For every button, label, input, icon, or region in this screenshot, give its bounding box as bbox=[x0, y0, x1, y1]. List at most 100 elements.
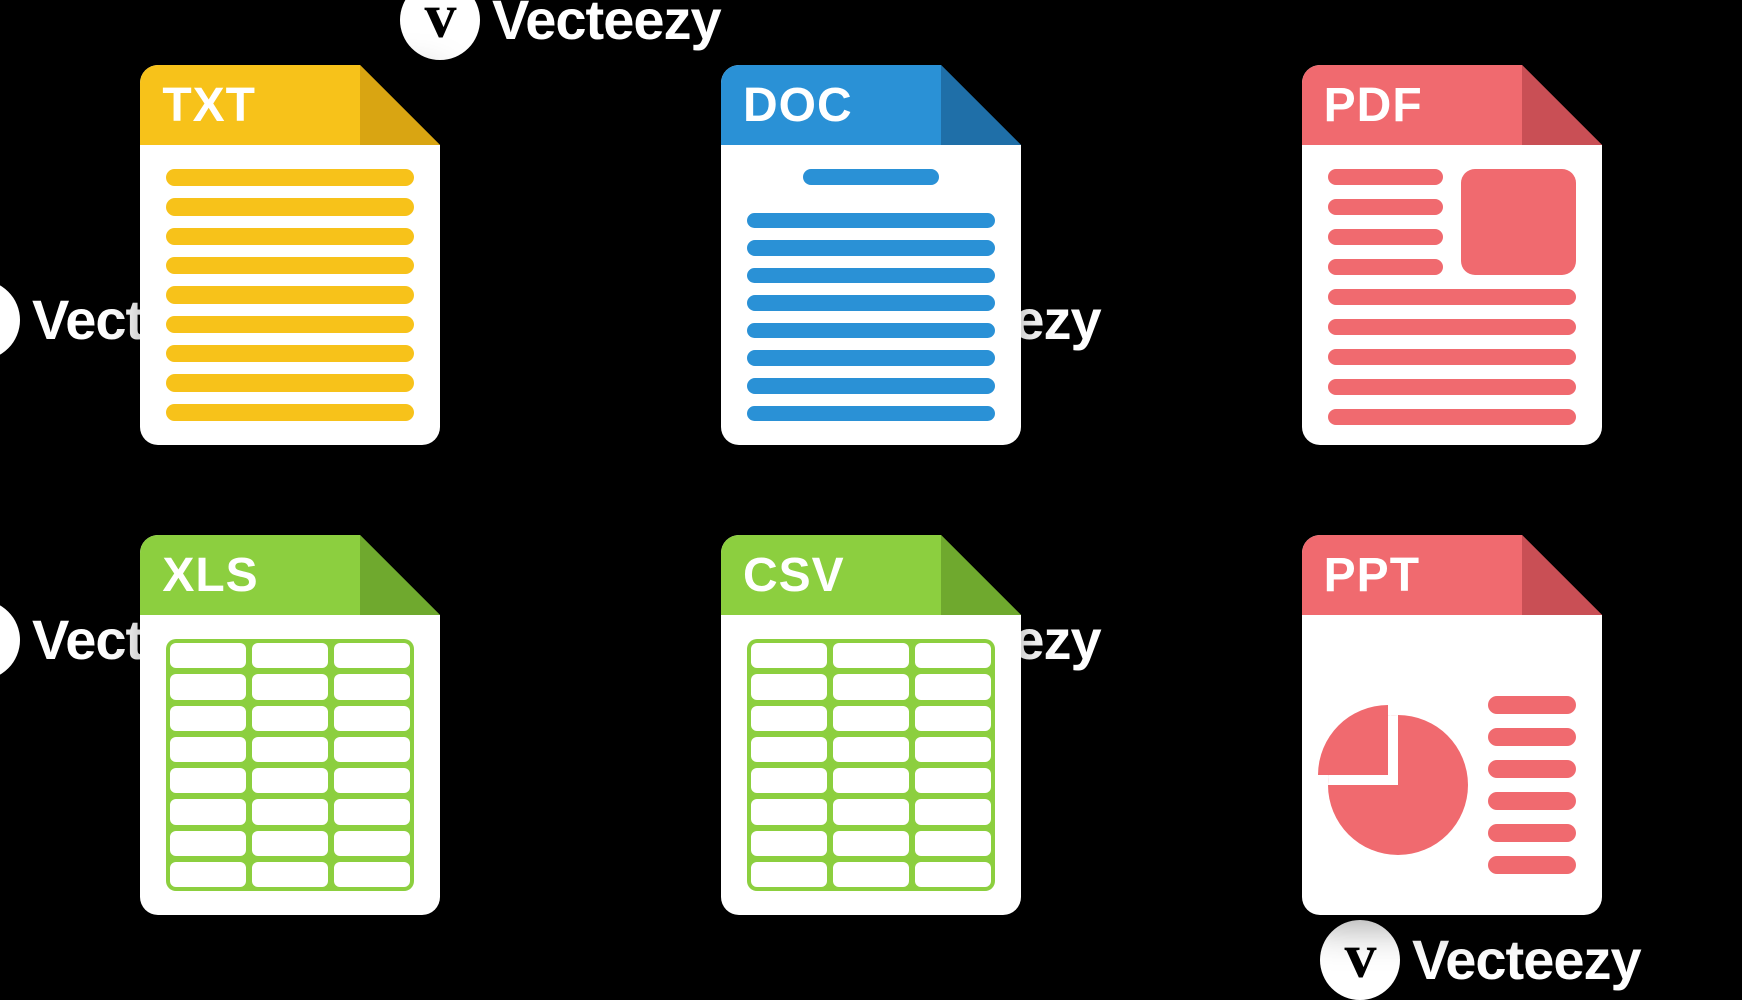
sheet-cell bbox=[170, 799, 246, 824]
text-line bbox=[1328, 259, 1443, 275]
text-line bbox=[747, 268, 995, 284]
text-line bbox=[1328, 379, 1576, 395]
sheet-cell bbox=[915, 831, 991, 856]
sheet-cell bbox=[751, 831, 827, 856]
bullet-line bbox=[1488, 696, 1576, 714]
text-line bbox=[166, 286, 414, 303]
file-content bbox=[140, 145, 440, 445]
text-line bbox=[1328, 289, 1576, 305]
sheet-cell bbox=[833, 768, 909, 793]
sheet-cell bbox=[170, 737, 246, 762]
bullet-line bbox=[1488, 792, 1576, 810]
text-line bbox=[166, 228, 414, 245]
xls-file-icon: XLS bbox=[140, 535, 440, 915]
sheet-cell bbox=[833, 737, 909, 762]
sheet-cell bbox=[833, 862, 909, 887]
bullet-line bbox=[1488, 824, 1576, 842]
file-type-label: CSV bbox=[743, 548, 845, 603]
sheet-cell bbox=[334, 768, 410, 793]
sheet-cell bbox=[751, 674, 827, 699]
file-content bbox=[1302, 145, 1602, 445]
text-line bbox=[747, 240, 995, 256]
sheet-cell bbox=[751, 737, 827, 762]
text-line bbox=[166, 374, 414, 391]
sheet-cell bbox=[751, 799, 827, 824]
sheet-cell bbox=[170, 831, 246, 856]
spreadsheet-grid bbox=[747, 639, 995, 891]
csv-file-icon: CSV bbox=[721, 535, 1021, 915]
folded-corner-icon bbox=[941, 65, 1021, 145]
sheet-cell bbox=[252, 799, 328, 824]
text-line bbox=[166, 169, 414, 186]
sheet-cell bbox=[252, 737, 328, 762]
sheet-cell bbox=[170, 643, 246, 668]
sheet-cell bbox=[252, 831, 328, 856]
folded-corner-icon bbox=[941, 535, 1021, 615]
sheet-cell bbox=[833, 799, 909, 824]
sheet-cell bbox=[170, 768, 246, 793]
sheet-cell bbox=[915, 768, 991, 793]
text-line bbox=[747, 378, 995, 394]
text-line bbox=[1328, 199, 1443, 215]
file-content bbox=[1302, 615, 1602, 915]
sheet-cell bbox=[334, 862, 410, 887]
file-type-label: PPT bbox=[1324, 548, 1420, 603]
text-line bbox=[747, 323, 995, 339]
file-content bbox=[140, 615, 440, 915]
sheet-cell bbox=[915, 799, 991, 824]
bullet-line bbox=[1488, 760, 1576, 778]
folded-corner-icon bbox=[1522, 535, 1602, 615]
text-line bbox=[1328, 229, 1443, 245]
spreadsheet-grid bbox=[166, 639, 414, 891]
sheet-cell bbox=[833, 643, 909, 668]
folded-corner-icon bbox=[360, 65, 440, 145]
text-line bbox=[747, 295, 995, 311]
text-line bbox=[1328, 169, 1443, 185]
sheet-cell bbox=[252, 643, 328, 668]
sheet-cell bbox=[252, 706, 328, 731]
file-type-label: DOC bbox=[743, 78, 853, 133]
bullet-line bbox=[1488, 728, 1576, 746]
sheet-cell bbox=[833, 831, 909, 856]
sheet-cell bbox=[751, 706, 827, 731]
file-type-label: XLS bbox=[162, 548, 258, 603]
text-line bbox=[1328, 409, 1576, 425]
sheet-cell bbox=[833, 674, 909, 699]
text-line bbox=[747, 213, 995, 229]
sheet-cell bbox=[252, 862, 328, 887]
sheet-cell bbox=[915, 862, 991, 887]
sheet-cell bbox=[334, 643, 410, 668]
txt-file-icon: TXT bbox=[140, 65, 440, 445]
file-content bbox=[721, 145, 1021, 445]
folded-corner-icon bbox=[360, 535, 440, 615]
doc-file-icon: DOC bbox=[721, 65, 1021, 445]
sheet-cell bbox=[833, 706, 909, 731]
sheet-cell bbox=[170, 862, 246, 887]
text-line bbox=[166, 404, 414, 421]
sheet-cell bbox=[334, 831, 410, 856]
sheet-cell bbox=[170, 674, 246, 699]
text-line bbox=[166, 345, 414, 362]
sheet-cell bbox=[915, 643, 991, 668]
sheet-cell bbox=[252, 768, 328, 793]
file-type-label: PDF bbox=[1324, 78, 1423, 133]
sheet-cell bbox=[334, 737, 410, 762]
text-line bbox=[747, 406, 995, 422]
file-type-label: TXT bbox=[162, 78, 256, 133]
folded-corner-icon bbox=[1522, 65, 1602, 145]
text-line bbox=[1328, 319, 1576, 335]
sheet-cell bbox=[334, 799, 410, 824]
sheet-cell bbox=[915, 706, 991, 731]
sheet-cell bbox=[915, 674, 991, 699]
sheet-cell bbox=[170, 706, 246, 731]
text-line bbox=[747, 350, 995, 366]
sheet-cell bbox=[334, 674, 410, 699]
ppt-file-icon: PPT bbox=[1302, 535, 1602, 915]
sheet-cell bbox=[334, 706, 410, 731]
bullet-line bbox=[1488, 856, 1576, 874]
doc-title-line bbox=[803, 169, 939, 185]
text-line bbox=[166, 316, 414, 333]
text-line bbox=[166, 198, 414, 215]
pie-slice-icon bbox=[1318, 705, 1388, 775]
text-line bbox=[166, 257, 414, 274]
